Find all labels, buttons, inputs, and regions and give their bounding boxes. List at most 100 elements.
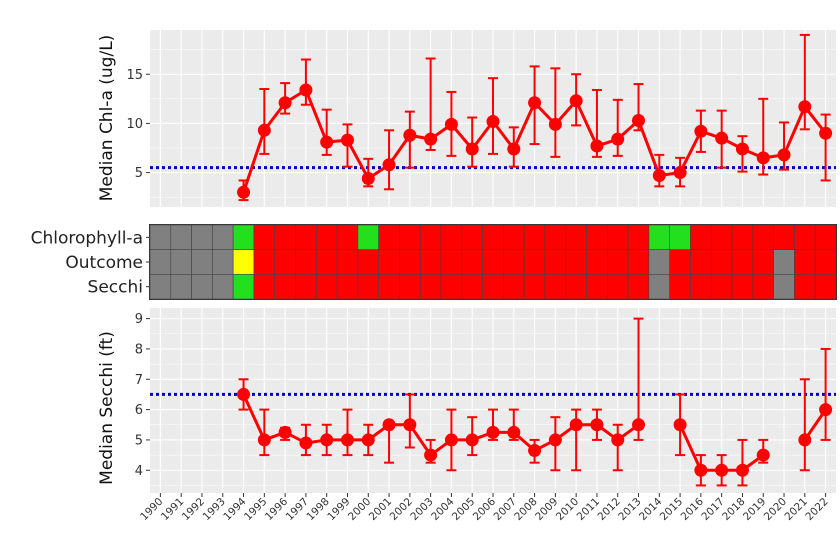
status-tile (794, 274, 816, 300)
x-tick-label: 2005 (450, 496, 477, 523)
status-tile (399, 224, 421, 250)
status-tile (419, 224, 442, 250)
secchi-data-point (361, 433, 375, 447)
chl-y-tick-label: 5 (135, 166, 143, 181)
secchi-data-point (444, 433, 458, 447)
status-tile (149, 224, 172, 250)
status-tile (690, 249, 712, 275)
chl-data-point (528, 96, 542, 110)
secchi-data-point (278, 425, 292, 439)
status-tile (336, 274, 359, 300)
status-tile (523, 274, 546, 300)
status-tile (170, 249, 192, 275)
status-tile (274, 249, 296, 275)
x-tick-label: 2011 (575, 496, 602, 523)
chl-data-point (465, 142, 479, 156)
secchi-y-tick-label: 6 (135, 403, 143, 418)
chl-data-point (340, 133, 354, 147)
x-tick-label: 2019 (741, 496, 768, 523)
x-tick-label: 2001 (367, 496, 394, 523)
secchi-data-point (382, 418, 396, 432)
chl-data-point (257, 123, 271, 137)
status-tile (336, 249, 359, 275)
x-tick-label: 2002 (388, 496, 415, 523)
x-tick-label: 2000 (346, 496, 373, 523)
x-tick-label: 2010 (554, 496, 581, 523)
x-tick-label: 2009 (533, 496, 560, 523)
chl-data-point (632, 113, 646, 127)
x-tick-label: 1994 (221, 495, 249, 523)
secchi-data-point (632, 418, 646, 432)
chl-data-point (569, 94, 583, 108)
chl-data-point (611, 132, 625, 146)
status-tile (607, 274, 629, 300)
status-tile (191, 274, 213, 300)
chl-data-point (507, 142, 521, 156)
secchi-data-point (673, 418, 687, 432)
status-tile (482, 274, 504, 300)
status-tile (607, 224, 629, 250)
x-tick-label: 1992 (180, 496, 207, 523)
status-tile (482, 224, 504, 250)
tile-row-label: Chlorophyll-a (31, 228, 143, 248)
status-tile (253, 274, 276, 300)
secchi-data-point (735, 463, 749, 477)
x-tick-label: 2016 (679, 495, 707, 523)
status-tile (814, 249, 837, 275)
status-tile (399, 249, 421, 275)
status-tile (607, 249, 629, 275)
secchi-y-tick-label: 7 (135, 373, 143, 388)
status-tile (149, 274, 172, 300)
chl-data-point (735, 142, 749, 156)
x-tick-label: 2021 (783, 496, 810, 523)
status-tile (565, 274, 587, 300)
chl-data-point (278, 96, 292, 110)
chl-data-point (673, 166, 687, 180)
chl-data-point (715, 131, 729, 145)
status-tile (316, 274, 338, 300)
x-tick-label: 2003 (408, 496, 435, 523)
status-tile (731, 274, 754, 300)
chl-data-point (694, 124, 708, 138)
x-tick-label: 2007 (492, 496, 519, 523)
secchi-data-point (299, 436, 313, 450)
status-tile (232, 249, 255, 275)
chl-y-tick-label: 10 (126, 117, 143, 132)
chl-data-point (590, 139, 604, 153)
status-tile (523, 249, 546, 275)
chl-data-point (382, 158, 396, 172)
secchi-axis-title: Median Secchi (ft) (97, 331, 117, 485)
status-tile (648, 249, 670, 275)
status-tile (378, 249, 400, 275)
status-tile (461, 249, 483, 275)
status-tile (503, 274, 525, 300)
status-tile (232, 274, 255, 300)
x-tick-label: 2017 (699, 496, 726, 523)
x-tick-label: 1997 (284, 496, 311, 523)
status-tile (274, 274, 296, 300)
status-tile (419, 274, 442, 300)
status-tile (565, 249, 587, 275)
x-tick-label: 2022 (803, 496, 830, 523)
x-tick-label: 2020 (762, 496, 789, 523)
chl-data-point (652, 169, 666, 183)
status-tile (544, 224, 567, 250)
status-tile (586, 224, 608, 250)
x-tick-label: 2006 (471, 495, 499, 523)
chl-data-point (299, 83, 313, 97)
status-tile (710, 224, 733, 250)
status-tile (212, 224, 234, 250)
x-tick-label: 1990 (138, 496, 165, 523)
x-tick-label: 2015 (658, 496, 685, 523)
secchi-data-point (507, 425, 521, 439)
secchi-data-point (486, 425, 500, 439)
status-tile (357, 224, 379, 250)
chl-data-point (424, 132, 438, 146)
status-tile (648, 274, 670, 300)
status-tile (669, 274, 691, 300)
status-tile (461, 224, 483, 250)
status-tile (690, 274, 712, 300)
x-tick-label: 1995 (242, 496, 269, 523)
tile-row-label: Outcome (65, 253, 143, 273)
